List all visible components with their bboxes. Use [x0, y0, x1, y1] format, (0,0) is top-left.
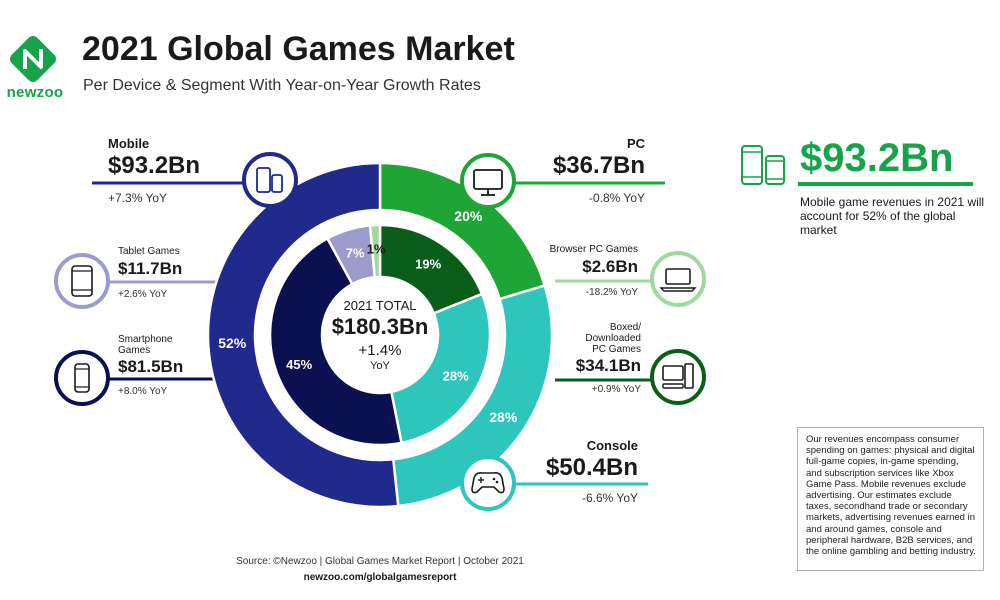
outer-label-console: 28% — [489, 409, 518, 425]
newzoo-logo-icon — [10, 36, 56, 82]
console-label: Console — [586, 438, 638, 453]
console-value: $50.4Bn — [545, 454, 638, 481]
boxed-pc-yoy: +0.9% YoY — [591, 384, 641, 395]
browser-pc-yoy: -18.2% YoY — [585, 287, 638, 298]
mobile-yoy: +7.3% YoY — [108, 191, 168, 205]
page-title: 2021 Global Games Market — [82, 30, 515, 68]
desktop-tower-icon — [650, 349, 706, 405]
inner-label-tablet-games: 7% — [346, 245, 365, 260]
total-value: $180.3Bn — [331, 314, 429, 339]
laptop-icon — [650, 251, 706, 307]
highlight-value: $93.2Bn — [800, 136, 954, 180]
outer-ring — [206, 161, 554, 509]
inner-label-smartphone-games: 45% — [286, 357, 312, 372]
tablet-label: Tablet Games — [118, 246, 180, 257]
smartphone-yoy: +8.0% YoY — [118, 386, 168, 397]
source-url: newzoo.com/globalgamesreport — [303, 572, 457, 583]
inner-ring — [268, 223, 492, 447]
smartphone-icon — [54, 350, 110, 406]
tablet-value: $11.7Bn — [118, 259, 183, 278]
tablet-icon — [54, 253, 110, 309]
tablet-yoy: +2.6% YoY — [118, 289, 168, 300]
boxed-pc-label-line1: Boxed/ — [609, 322, 641, 333]
pc-yoy: -0.8% YoY — [588, 191, 645, 205]
mobile-devices-icon — [741, 145, 785, 185]
browser-pc-label: Browser PC Games — [549, 244, 638, 255]
highlight-underline — [798, 182, 973, 186]
boxed-pc-label-line3: PC Games — [592, 344, 641, 355]
console-yoy: -6.6% YoY — [581, 491, 638, 505]
total-growth-unit: YoY — [370, 360, 390, 372]
highlight-text: Mobile game revenues in 2021 will accoun… — [800, 195, 985, 237]
monitor-icon — [460, 153, 516, 209]
mobile-label: Mobile — [108, 136, 150, 151]
source-text: Source: ©Newzoo | Global Games Market Re… — [236, 556, 524, 567]
smartphone-label-line2: Games — [118, 345, 151, 356]
outer-slice-mobile — [206, 161, 400, 509]
outer-label-pc: 20% — [454, 208, 483, 224]
pc-value: $36.7Bn — [552, 152, 645, 179]
inner-label-browser-pc-games: 1% — [367, 242, 386, 257]
outer-label-mobile: 52% — [218, 335, 247, 351]
page-subtitle: Per Device & Segment With Year-on-Year G… — [83, 77, 481, 94]
browser-pc-value: $2.6Bn — [582, 257, 638, 276]
inner-label-console: 28% — [443, 368, 469, 383]
inner-label-boxed-downloaded-pc-games: 19% — [415, 256, 441, 271]
total-growth: +1.4% — [358, 342, 402, 359]
total-label: 2021 TOTAL — [343, 298, 417, 313]
smartphone-label-line1: Smartphone — [118, 334, 173, 345]
brand-name: newzoo — [6, 84, 64, 101]
pc-label: PC — [626, 136, 645, 151]
donut-center — [322, 277, 438, 393]
boxed-pc-value: $34.1Bn — [575, 356, 641, 375]
ring-labels: 20% 28% 52% 19% 28% 45% 7% 1% — [218, 208, 518, 425]
smartphone-value: $81.5Bn — [118, 357, 184, 376]
boxed-pc-label-line2: Downloaded — [585, 333, 641, 344]
mobile-devices-icon — [242, 152, 298, 208]
methodology-note: Our revenues encompass consumer spending… — [797, 427, 984, 571]
gamepad-icon — [460, 455, 516, 511]
mobile-value: $93.2Bn — [108, 152, 201, 179]
